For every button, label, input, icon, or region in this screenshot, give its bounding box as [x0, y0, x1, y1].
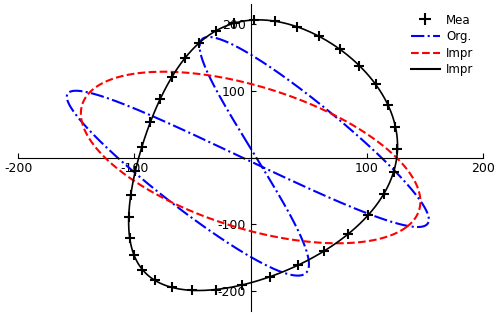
Legend: Mea, Org., Impr, Impr: Mea, Org., Impr, Impr — [407, 10, 477, 80]
